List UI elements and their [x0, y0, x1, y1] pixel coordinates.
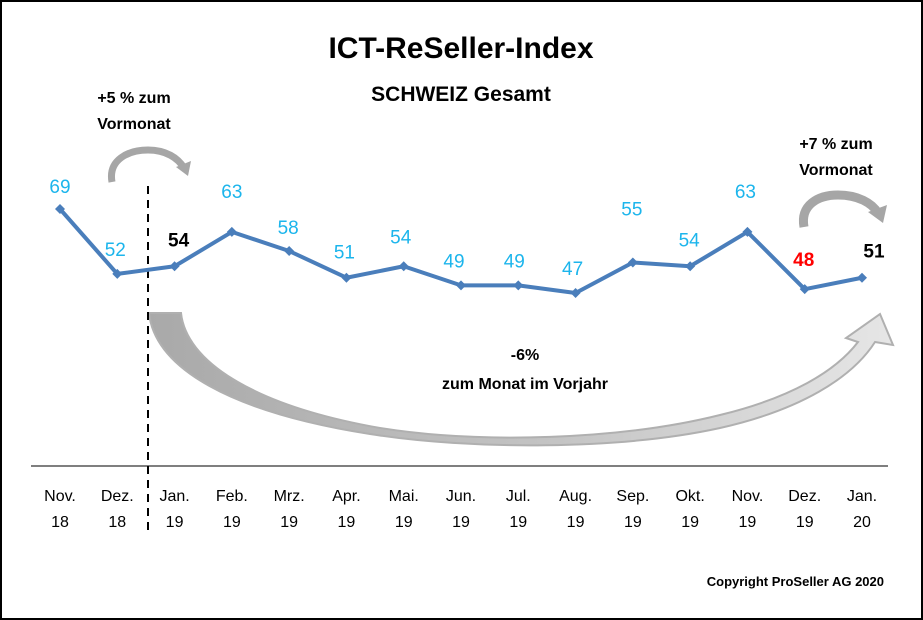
left-curved-arrow-icon: [108, 146, 191, 183]
x-tick-year: 19: [624, 514, 642, 531]
data-point-marker: [398, 261, 409, 272]
x-tick-year: 19: [166, 514, 184, 531]
x-tick-month: Mai.: [389, 488, 419, 505]
chart-subtitle: SCHWEIZ Gesamt: [371, 83, 551, 106]
yoy-change-line1: -6%: [511, 347, 539, 364]
data-label: 63: [221, 182, 242, 203]
data-point-marker: [341, 272, 352, 283]
x-tick-year: 19: [739, 514, 757, 531]
data-label: 55: [621, 199, 642, 220]
data-label: 54: [168, 230, 190, 251]
x-tick-year: 18: [51, 514, 69, 531]
data-point-marker: [685, 261, 696, 272]
copyright-text: Copyright ProSeller AG 2020: [707, 574, 884, 589]
x-tick-month: Dez.: [101, 488, 134, 505]
x-tick-year: 19: [280, 514, 298, 531]
right-curved-arrow-icon: [799, 190, 887, 228]
data-label: 69: [49, 177, 70, 198]
data-label: 49: [504, 251, 525, 272]
data-label: 54: [679, 230, 701, 251]
series-line-group: [55, 204, 867, 298]
x-tick-year: 19: [509, 514, 527, 531]
right-change-line2: Vormonat: [799, 162, 873, 179]
x-tick-year: 19: [223, 514, 241, 531]
data-point-marker: [112, 268, 123, 279]
data-point-marker: [456, 280, 466, 291]
data-point-marker: [857, 272, 867, 283]
x-tick-month: Aug.: [559, 488, 592, 505]
x-tick-year: 19: [796, 514, 814, 531]
x-tick-month: Feb.: [216, 488, 248, 505]
chart-title: ICT-ReSeller-Index: [328, 32, 593, 65]
data-labels: 69 52 54 63 58 51 54 49 49 47 55 54 63 48 51: [49, 177, 885, 280]
data-point-marker: [799, 284, 810, 295]
year-over-year-arrow-icon: [147, 312, 895, 447]
x-tick-month: Jan.: [159, 488, 189, 505]
x-tick-month: Nov.: [44, 488, 76, 505]
data-point-marker: [284, 246, 295, 256]
x-tick-year: 20: [853, 514, 871, 531]
data-point-marker: [570, 288, 581, 298]
data-label: 48: [793, 250, 814, 271]
x-tick-month: Nov.: [732, 488, 764, 505]
data-point-marker: [55, 204, 65, 214]
x-tick-year: 19: [567, 514, 585, 531]
x-tick-month: Jul.: [506, 488, 531, 505]
left-change-line2: Vormonat: [97, 116, 171, 133]
x-tick-month: Dez.: [788, 488, 821, 505]
x-tick-month: Jun.: [446, 488, 476, 505]
data-point-marker: [169, 261, 180, 272]
data-label: 51: [334, 243, 355, 264]
data-point-marker: [226, 226, 237, 237]
data-label: 63: [735, 182, 756, 203]
x-tick-month: Okt.: [675, 488, 704, 505]
x-tick-labels: Nov. 18 Dez. 18 Jan. 19 Feb. 19 Mrz. 19 Apr. 19 Mai.…: [44, 488, 877, 531]
data-label: 54: [390, 227, 412, 248]
right-change-line1: +7 % zum: [799, 136, 872, 153]
x-tick-year: 19: [338, 514, 356, 531]
x-tick-year: 19: [395, 514, 413, 531]
left-change-line1: +5 % zum: [97, 90, 170, 107]
data-label: 52: [105, 240, 126, 261]
x-tick-month: Apr.: [332, 488, 360, 505]
data-label: 47: [562, 259, 583, 280]
x-tick-year: 19: [681, 514, 699, 531]
x-tick-year: 18: [108, 514, 126, 531]
data-point-marker: [627, 257, 638, 268]
data-point-marker: [742, 226, 753, 237]
data-label: 49: [443, 251, 464, 272]
x-tick-month: Sep.: [616, 488, 649, 505]
x-tick-year: 19: [452, 514, 470, 531]
data-point-marker: [513, 280, 524, 291]
x-tick-month: Mrz.: [274, 488, 305, 505]
x-tick-month: Jan.: [847, 488, 877, 505]
data-label: 51: [863, 242, 885, 263]
yoy-change-line2: zum Monat im Vorjahr: [442, 376, 608, 393]
data-label: 58: [278, 218, 299, 239]
